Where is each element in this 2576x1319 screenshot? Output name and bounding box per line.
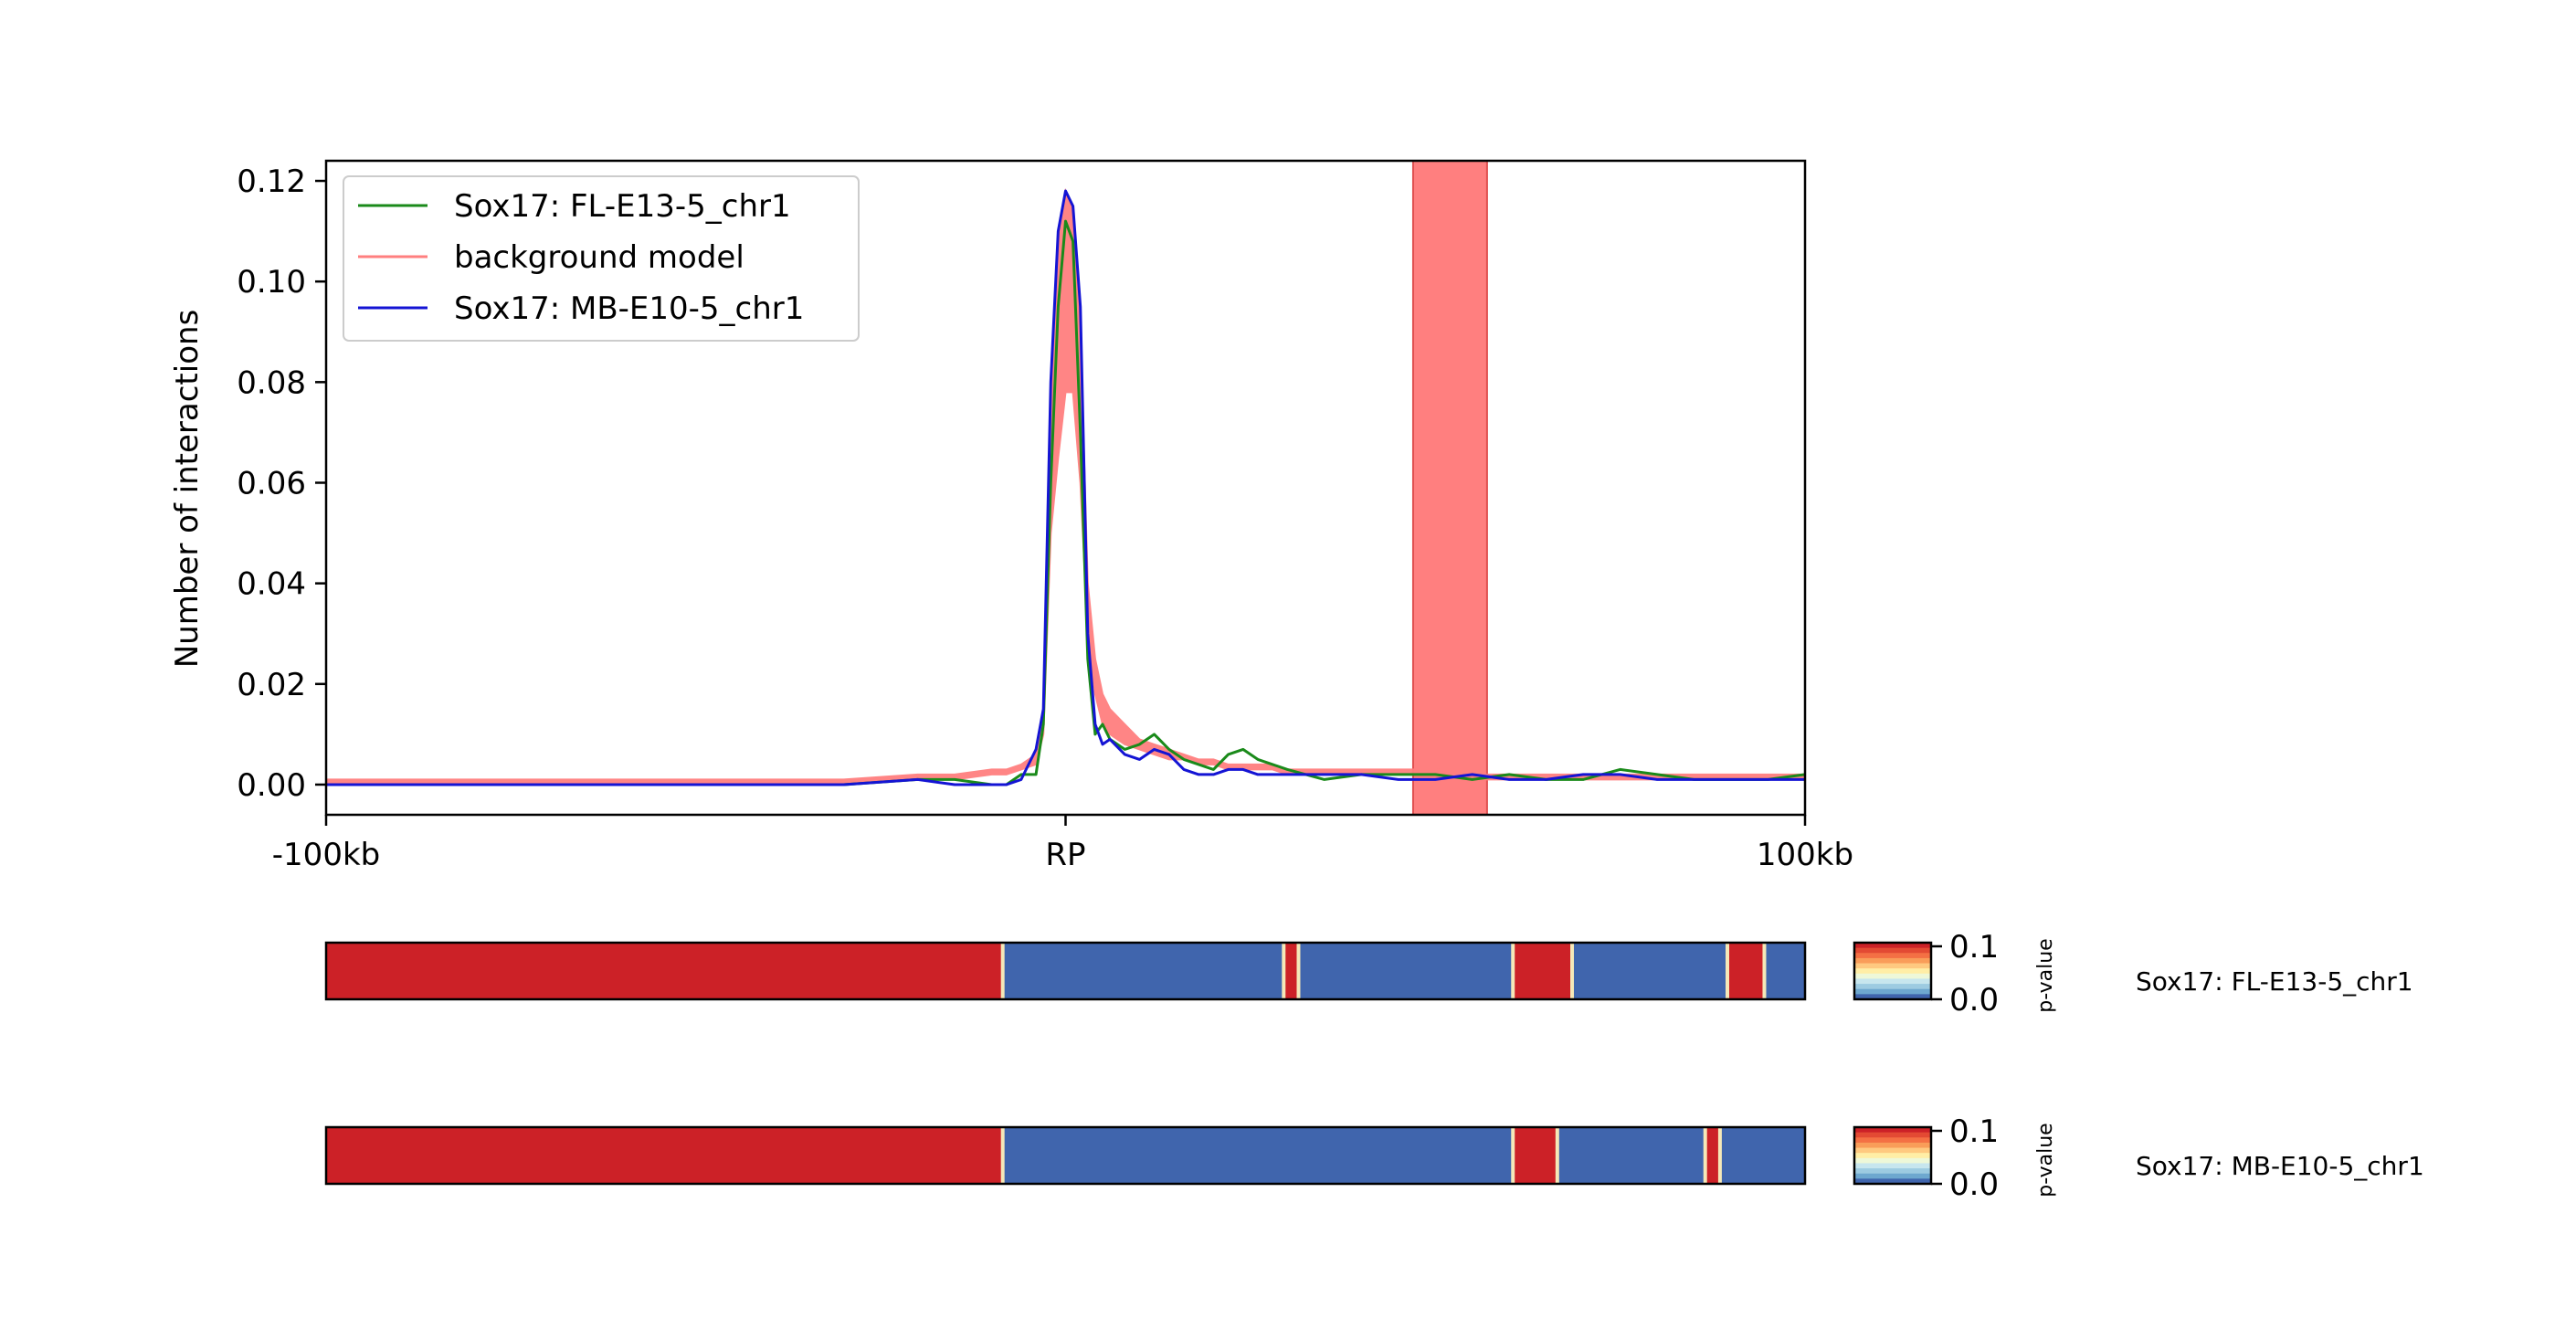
heatmap-segment: [1513, 943, 1573, 999]
colorbar-tick-label: 0.0: [1949, 1166, 1999, 1203]
colorbar-cell: [1854, 988, 1931, 995]
colorbar-cell: [1854, 1142, 1931, 1149]
colorbar-tick-label: 0.1: [1949, 929, 1999, 966]
colorbar-cell: [1854, 1137, 1931, 1144]
heatmap-segment: [1513, 1127, 1557, 1184]
colorbar-cell: [1854, 1173, 1931, 1179]
y-tick-label: 0.08: [237, 364, 306, 401]
colorbar-cell: [1854, 1163, 1931, 1169]
heatmap-strip-label: Sox17: FL-E13-5_chr1: [2136, 966, 2413, 997]
heatmap-segment: [1002, 1127, 1514, 1184]
heatmap-segment: [1002, 943, 1284, 999]
heatmap-strip: 0.1 0.0 p-value Sox17: MB-E10-5_chr1: [324, 1113, 2424, 1203]
colorbar-cell: [1854, 1147, 1931, 1154]
colorbar-cell: [1854, 1168, 1931, 1175]
heatmap-segment: [1298, 943, 1514, 999]
colorbar-cell: [1854, 953, 1931, 959]
heatmap-segment: [1557, 1127, 1705, 1184]
colorbar-label: p-value: [2034, 1123, 2057, 1197]
y-tick-label: 0.02: [237, 667, 306, 703]
y-axis-label: Number of interactions: [169, 310, 206, 669]
x-tick-label: RP: [1045, 837, 1085, 873]
colorbar-tick-label: 0.1: [1949, 1113, 1999, 1150]
heatmap-segment: [326, 943, 1003, 999]
heatmap-frame: [324, 941, 1807, 1001]
x-tick-label: 100kb: [1757, 837, 1853, 873]
y-tick-label: 0.06: [237, 465, 306, 501]
colorbar-cell: [1854, 963, 1931, 969]
y-tick-label: 0.10: [237, 264, 306, 301]
heatmap-segment: [1283, 943, 1299, 999]
colorbar-cell: [1854, 1153, 1931, 1159]
colorbar-label: p-value: [2034, 938, 2057, 1012]
colorbar-frame: [1853, 941, 1933, 1001]
colorbar-frame: [1853, 1125, 1933, 1186]
colorbar-cell: [1854, 947, 1931, 954]
colorbar-cell: [1854, 1157, 1931, 1164]
colorbar-cell: [1854, 968, 1931, 975]
colorbar-cell: [1854, 943, 1931, 949]
legend-entry: Sox17: MB-E10-5_chr1: [454, 290, 804, 327]
y-tick-label: 0.12: [237, 164, 306, 200]
heatmap-segment: [1572, 943, 1728, 999]
highlight-region: [1411, 160, 1488, 816]
heatmap-strips: 0.1 0.0 p-value Sox17: FL-E13-5_chr1 0.1 0.0 p…: [324, 929, 2424, 1203]
colorbar-cell: [1854, 978, 1931, 985]
y-tick-label: 0.04: [237, 566, 306, 603]
colorbar-cell: [1854, 1127, 1931, 1134]
heatmap-frame: [324, 1125, 1807, 1186]
legend-box: [343, 175, 860, 342]
colorbar-cell: [1854, 1178, 1931, 1185]
x-tick-label: -100kb: [272, 837, 380, 873]
colorbar-cell: [1854, 973, 1931, 979]
colorbar-cell: [1854, 994, 1931, 1000]
legend-entry: background model: [454, 239, 744, 276]
y-tick-label: 0.00: [237, 767, 306, 804]
line-chart: 0.00 0.02 0.04 0.06 0.08 0.10 0.12 -100kb RP 100k…: [237, 159, 1853, 873]
heatmap-segment: [1727, 943, 1765, 999]
legend: Sox17: FL-E13-5_chr1 background model Sox1…: [343, 175, 860, 342]
colorbar-cell: [1854, 1132, 1931, 1138]
heatmap-segment: [1719, 1127, 1805, 1184]
heatmap-strip-label: Sox17: MB-E10-5_chr1: [2136, 1151, 2424, 1181]
heatmap-segment: [1705, 1127, 1720, 1184]
heatmap-segment: [1764, 943, 1805, 999]
heatmap-segment: [326, 1127, 1003, 1184]
legend-entry: Sox17: FL-E13-5_chr1: [454, 188, 791, 225]
colorbar-tick-label: 0.0: [1949, 982, 1999, 1018]
colorbar-cell: [1854, 984, 1931, 990]
colorbar-cell: [1854, 957, 1931, 965]
series-mb-e10-5-line: [326, 189, 1805, 786]
heatmap-strip: 0.1 0.0 p-value Sox17: FL-E13-5_chr1: [324, 929, 2413, 1018]
